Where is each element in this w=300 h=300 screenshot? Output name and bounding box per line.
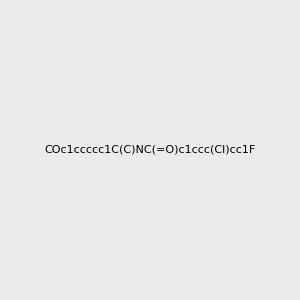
Text: COc1ccccc1C(C)NC(=O)c1ccc(Cl)cc1F: COc1ccccc1C(C)NC(=O)c1ccc(Cl)cc1F xyxy=(44,145,256,155)
